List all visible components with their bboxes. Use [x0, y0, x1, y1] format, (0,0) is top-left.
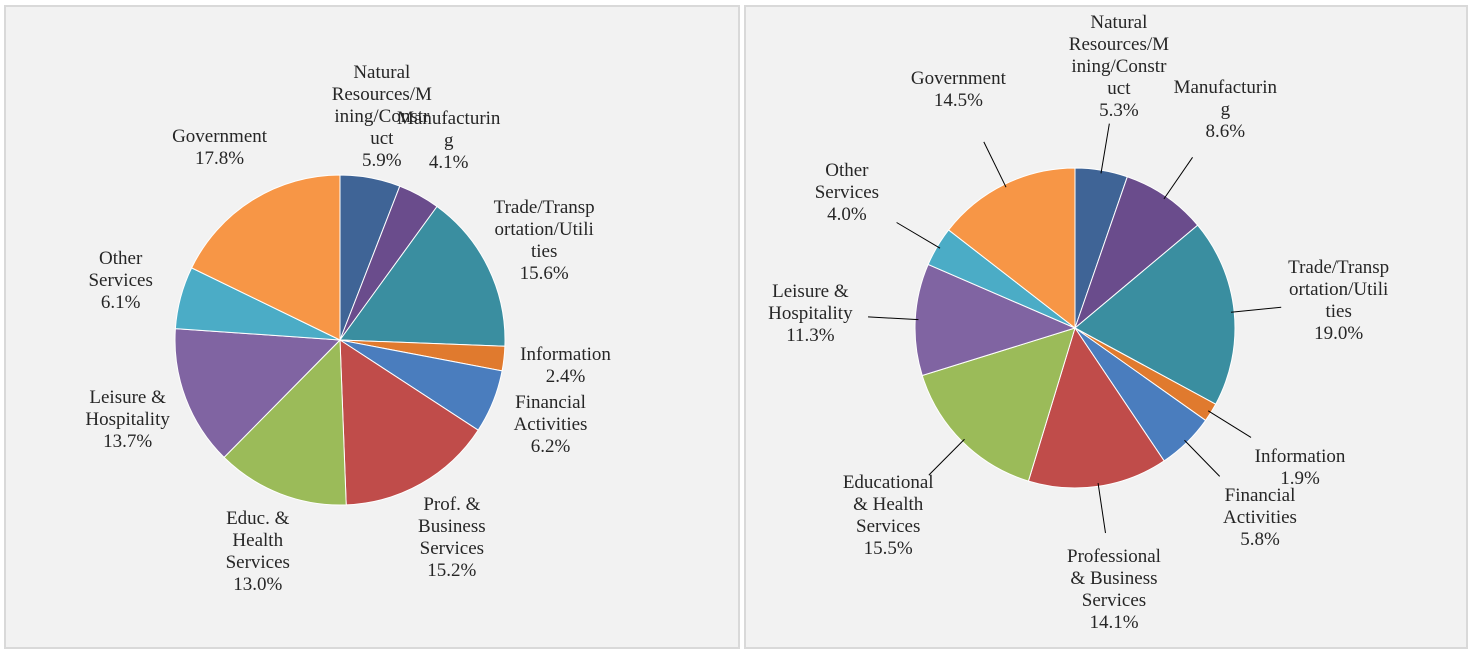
category-label: Manufacturing [1173, 76, 1278, 120]
category-label: Government [172, 125, 268, 147]
category-label: Other Services [88, 248, 153, 292]
leader-line [983, 141, 1007, 188]
category-label: Information [520, 343, 611, 365]
leader-line [1207, 410, 1252, 438]
value-label: 2.4% [545, 365, 586, 387]
value-label: 5.3% [1099, 99, 1139, 121]
category-label: Manufacturing [397, 107, 501, 151]
data-label: Professional & Business Services 14.1% [1062, 546, 1166, 634]
category-label: Professional & Business Services [1067, 546, 1161, 612]
data-label: Leisure & Hospitality 13.7% [76, 387, 180, 453]
data-label: Prof. & Business Services 15.2% [400, 494, 504, 582]
category-label: Natural Resources/Mining/Construct [1068, 11, 1170, 99]
category-label: Educational & Health Services [842, 471, 934, 537]
value-label: 17.8% [195, 147, 245, 169]
value-label: 15.6% [519, 262, 569, 284]
pie-slice [190, 174, 341, 341]
leader-line [1230, 306, 1282, 313]
data-label: Natural Resources/Mining/Construct 5.9% [330, 62, 434, 172]
category-label: Information [1254, 445, 1346, 467]
leader-line [1100, 123, 1110, 174]
category-label: Government [910, 68, 1006, 90]
pie-slice [339, 205, 506, 347]
leader-line [896, 222, 941, 249]
value-label: 13.7% [103, 431, 153, 453]
pie-slice [174, 328, 342, 459]
leader-line [928, 438, 965, 476]
data-label: Trade/Transportation/Utilities 15.6% [492, 197, 596, 285]
category-label: Other Services [814, 160, 880, 204]
category-label: Financial Activities [513, 391, 588, 435]
category-label: Trade/Transportation/Utilities [1288, 257, 1390, 323]
value-label: 4.1% [428, 151, 469, 173]
data-label: Information 1.9% [1248, 446, 1352, 490]
data-label: Financial Activities 5.8% [1208, 485, 1312, 551]
value-label: 8.6% [1205, 120, 1246, 142]
data-label: Other Services 4.0% [795, 160, 899, 226]
leader-line [1163, 157, 1193, 200]
leader-line [1184, 439, 1221, 477]
data-label: Natural Resources/Mining/Construct 5.3% [1067, 12, 1171, 122]
data-label: Financial Activities 6.2% [499, 392, 603, 458]
value-label: 14.5% [933, 90, 983, 112]
data-label: Educ. & Health Services 13.0% [206, 508, 310, 596]
value-label: 13.0% [233, 573, 283, 595]
value-label: 4.0% [827, 204, 867, 226]
data-label: Government 17.8% [168, 126, 272, 170]
data-label: Trade/Transportation/Utilities 19.0% [1287, 257, 1391, 345]
leader-line [1097, 483, 1106, 534]
pie-slice [223, 338, 347, 506]
value-label: 14.1% [1089, 612, 1139, 634]
leader-line [868, 316, 919, 321]
data-label: Information 2.4% [514, 344, 618, 388]
category-label: Trade/Transportation/Utilities [493, 196, 595, 262]
value-label: 15.5% [863, 537, 913, 559]
category-label: Leisure & Hospitality [85, 387, 170, 431]
value-label: 19.0% [1314, 323, 1364, 345]
category-label: Educ. & Health Services [225, 507, 290, 573]
value-label: 1.9% [1280, 467, 1320, 489]
data-label: Leisure & Hospitality 11.3% [758, 281, 862, 347]
category-label: Prof. & Business Services [418, 493, 486, 559]
value-label: 6.2% [530, 435, 571, 457]
value-label: 5.8% [1240, 528, 1280, 550]
data-label: Government 14.5% [906, 68, 1010, 112]
value-label: 11.3% [786, 324, 835, 346]
category-label: Natural Resources/Mining/Construct [331, 61, 432, 149]
data-label: Educational & Health Services 15.5% [836, 472, 940, 560]
data-label: Manufacturing 4.1% [397, 108, 501, 174]
value-label: 15.2% [427, 559, 477, 581]
category-label: Financial Activities [1223, 484, 1297, 528]
data-label: Other Services 6.1% [69, 248, 173, 314]
value-label: 5.9% [362, 149, 402, 171]
value-label: 6.1% [100, 292, 141, 314]
category-label: Leisure & Hospitality [768, 280, 853, 324]
data-label: Manufacturing 8.6% [1173, 77, 1277, 143]
pie-slice [339, 339, 479, 506]
